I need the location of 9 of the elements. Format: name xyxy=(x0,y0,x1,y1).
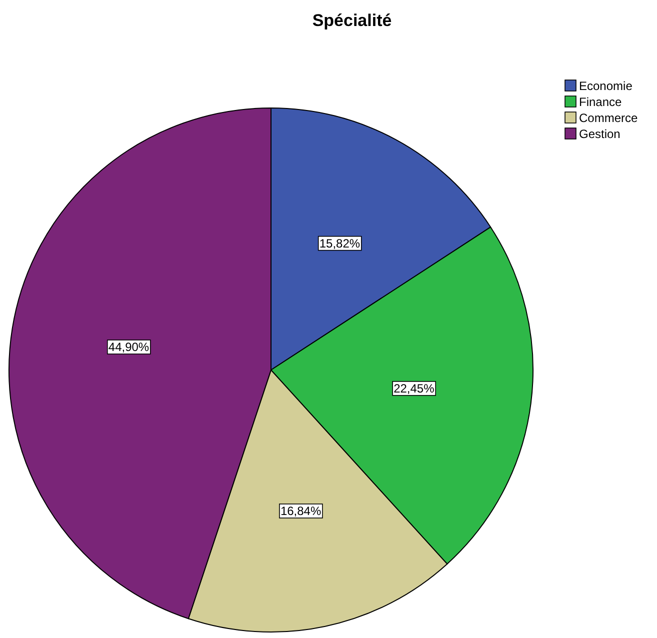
legend-label: Economie xyxy=(579,79,633,93)
legend-label: Commerce xyxy=(579,111,638,125)
data-label: 44,90% xyxy=(108,340,150,354)
legend-label: Finance xyxy=(579,95,622,109)
data-label: 15,82% xyxy=(319,236,360,250)
data-label: 22,45% xyxy=(394,381,435,396)
chart-title: Spécialité xyxy=(312,11,392,30)
data-label: 16,84% xyxy=(280,504,322,518)
legend-label: Gestion xyxy=(579,127,620,141)
